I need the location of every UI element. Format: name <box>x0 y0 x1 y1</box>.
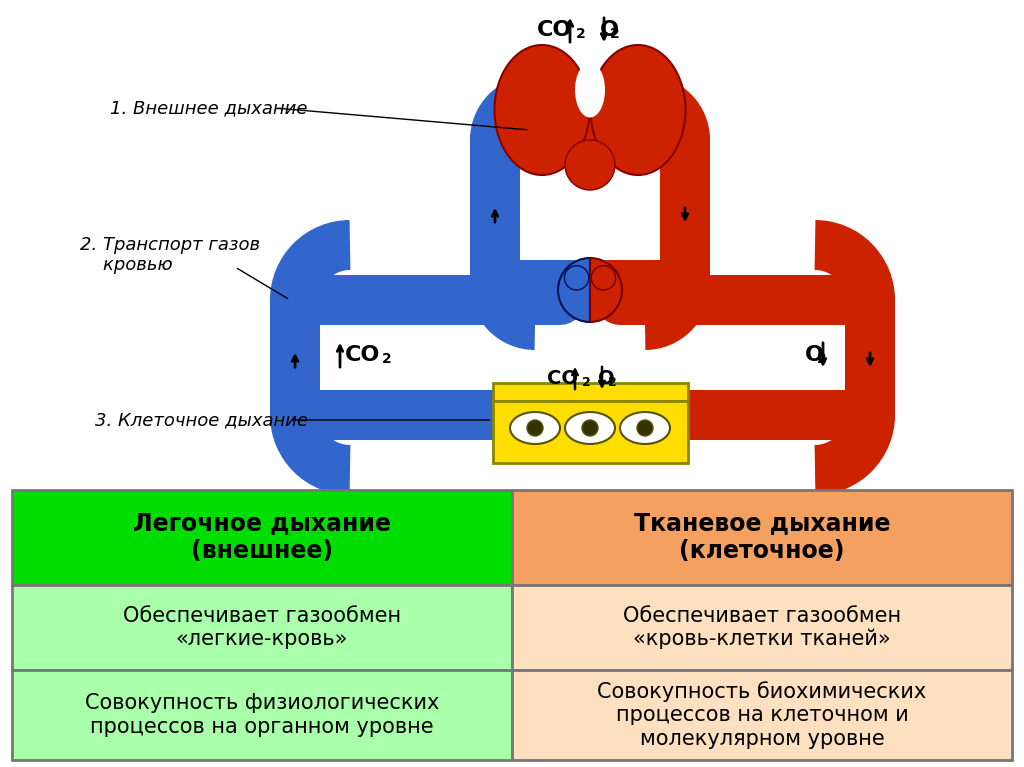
Text: Совокупность биохимических
процессов на клеточном и
молекулярном уровне: Совокупность биохимических процессов на … <box>597 681 927 749</box>
Text: CO: CO <box>537 20 572 40</box>
Wedge shape <box>558 258 590 322</box>
Text: Легочное дыхание
(внешнее): Легочное дыхание (внешнее) <box>133 512 391 564</box>
Point <box>584 136 596 145</box>
Ellipse shape <box>495 45 590 175</box>
Ellipse shape <box>575 62 605 117</box>
Text: 1. Внешнее дыхание: 1. Внешнее дыхание <box>110 99 307 117</box>
Text: 2: 2 <box>382 352 392 366</box>
Text: 2: 2 <box>608 376 616 389</box>
Wedge shape <box>590 258 622 322</box>
Point <box>524 410 537 420</box>
Text: 2: 2 <box>610 27 620 41</box>
Bar <box>493 383 687 401</box>
Point <box>679 136 691 145</box>
Point <box>613 295 626 304</box>
Text: Совокупность физиологических
процессов на органном уровне: Совокупность физиологических процессов н… <box>85 693 439 736</box>
Point <box>488 281 501 290</box>
Text: O: O <box>805 345 824 365</box>
Ellipse shape <box>582 420 598 436</box>
Point <box>679 136 691 145</box>
Point <box>566 281 579 290</box>
Text: Обеспечивает газообмен
«кровь-клетки тканей»: Обеспечивает газообмен «кровь-клетки тка… <box>623 606 901 650</box>
Bar <box>12 585 512 670</box>
Ellipse shape <box>591 45 685 175</box>
Text: O: O <box>600 20 618 40</box>
Ellipse shape <box>510 412 560 444</box>
Text: 2: 2 <box>575 27 586 41</box>
Circle shape <box>591 265 615 290</box>
Bar <box>12 490 512 585</box>
Ellipse shape <box>620 412 670 444</box>
Point <box>289 410 301 420</box>
Circle shape <box>564 265 589 290</box>
Point <box>289 295 301 304</box>
Point <box>864 295 877 304</box>
Text: 2: 2 <box>582 376 591 389</box>
Text: Обеспечивает газообмен
«легкие-кровь»: Обеспечивает газообмен «легкие-кровь» <box>123 606 401 649</box>
Point <box>644 410 656 420</box>
Text: Тканевое дыхание
(клеточное): Тканевое дыхание (клеточное) <box>634 512 890 564</box>
Point <box>864 410 877 420</box>
Point <box>488 281 501 290</box>
Point <box>679 281 691 290</box>
Text: 3. Клеточное дыхание: 3. Клеточное дыхание <box>95 411 308 429</box>
Point <box>289 295 301 304</box>
Bar <box>12 670 512 760</box>
Point <box>679 281 691 290</box>
Point <box>864 410 877 420</box>
Point <box>864 295 877 304</box>
Point <box>289 410 301 420</box>
Bar <box>512 490 1012 585</box>
Ellipse shape <box>637 420 653 436</box>
Bar <box>493 401 687 463</box>
Text: 2. Транспорт газов
    кровью: 2. Транспорт газов кровью <box>80 235 260 275</box>
Text: O: O <box>598 368 614 387</box>
Ellipse shape <box>527 420 543 436</box>
Text: CO: CO <box>345 345 380 365</box>
Point <box>488 136 501 145</box>
Point <box>602 281 614 290</box>
Text: CO: CO <box>547 368 578 387</box>
Ellipse shape <box>565 412 615 444</box>
Point <box>554 295 566 304</box>
Point <box>584 136 596 145</box>
Point <box>488 136 501 145</box>
Bar <box>512 670 1012 760</box>
Ellipse shape <box>565 140 615 190</box>
Text: 2: 2 <box>817 352 826 366</box>
Bar <box>512 585 1012 670</box>
